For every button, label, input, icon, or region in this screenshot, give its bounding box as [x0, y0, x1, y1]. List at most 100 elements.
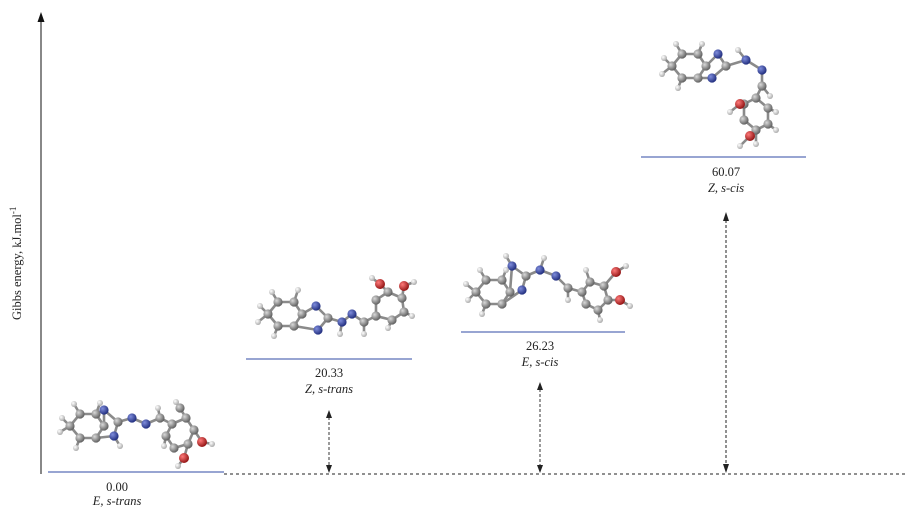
hydrogen-atom — [623, 263, 629, 269]
carbon-atom — [693, 49, 703, 59]
carbon-atom — [75, 409, 85, 419]
hydrogen-atom — [737, 143, 743, 149]
hydrogen-atom — [59, 415, 65, 421]
carbon-atom — [763, 119, 773, 129]
hydrogen-atom — [753, 141, 759, 147]
carbon-atom — [297, 309, 307, 319]
molecule-z-s-trans — [255, 275, 417, 339]
hydrogen-atom — [255, 319, 261, 325]
hydrogen-atom — [271, 333, 277, 339]
y-axis-arrowhead — [37, 12, 45, 22]
carbon-atom — [181, 413, 191, 423]
hydrogen-atom — [209, 441, 215, 447]
nitrogen-atom — [551, 271, 561, 281]
carbon-atom — [189, 425, 199, 435]
oxygen-atom — [611, 267, 621, 277]
hydrogen-atom — [269, 289, 275, 295]
carbon-atom — [161, 431, 171, 441]
hydrogen-atom — [503, 253, 509, 259]
hydrogen-atom — [767, 93, 773, 99]
nitrogen-atom — [99, 405, 109, 415]
hydrogen-atom — [503, 267, 509, 273]
carbon-atom — [383, 287, 393, 297]
carbon-atom — [91, 409, 101, 419]
carbon-atom — [387, 315, 397, 325]
carbon-atom — [169, 443, 179, 453]
hydrogen-atom — [463, 281, 469, 287]
carbon-atom — [289, 321, 299, 331]
carbon-atom — [505, 287, 515, 297]
carbon-atom — [183, 439, 193, 449]
carbon-atom — [739, 115, 749, 125]
carbon-atom — [693, 73, 703, 83]
level-label-z-s-trans: Z, s-trans — [305, 382, 353, 396]
carbon-atom — [577, 287, 587, 297]
molecule-z-s-cis — [659, 41, 779, 149]
oxygen-atom — [179, 453, 189, 463]
hydrogen-atom — [57, 429, 63, 435]
hydrogen-atom — [773, 127, 779, 133]
nitrogen-atom — [127, 413, 137, 423]
hydrogen-atom — [409, 313, 415, 319]
carbon-atom — [763, 103, 773, 113]
carbon-atom — [677, 73, 687, 83]
nitrogen-atom — [713, 49, 723, 59]
nitrogen-atom — [707, 73, 717, 83]
carbon-atom — [751, 93, 761, 103]
molecule-e-s-cis — [463, 253, 633, 323]
nitrogen-atom — [311, 301, 321, 311]
hydrogen-atom — [71, 401, 77, 407]
carbon-atom — [757, 81, 767, 91]
hydrogen-atom — [465, 297, 471, 303]
hydrogen-atom — [659, 71, 665, 77]
carbon-atom — [75, 433, 85, 443]
nitrogen-atom — [535, 265, 545, 275]
hydrogen-atom — [661, 55, 667, 61]
carbon-atom — [273, 297, 283, 307]
carbon-atom — [497, 299, 507, 309]
hydrogen-atom — [257, 303, 263, 309]
carbon-atom — [99, 421, 109, 431]
level-value-0-00: 0.00 — [106, 480, 128, 494]
carbon-atom — [677, 49, 687, 59]
carbon-atom — [603, 295, 613, 305]
hydrogen-atom — [541, 255, 547, 261]
hydrogen-atom — [477, 267, 483, 273]
hydrogen-atom — [411, 279, 417, 285]
hydrogen-atom — [97, 400, 103, 406]
carbon-atom — [481, 275, 491, 285]
carbon-atom — [497, 275, 507, 285]
hydrogen-atom — [675, 85, 681, 91]
carbon-atom — [667, 61, 677, 71]
hydrogen-atom — [175, 463, 181, 469]
energy-arrow-60-07 — [723, 212, 729, 473]
carbon-atom — [593, 305, 603, 315]
oxygen-atom — [197, 437, 207, 447]
hydrogen-atom — [295, 287, 301, 293]
oxygen-atom — [615, 295, 625, 305]
carbon-atom — [323, 313, 333, 323]
hydrogen-atom — [627, 303, 633, 309]
carbon-atom — [289, 297, 299, 307]
carbon-atom — [701, 61, 711, 71]
nitrogen-atom — [517, 285, 527, 295]
hydrogen-atom — [699, 41, 705, 47]
hydrogen-atom — [597, 317, 603, 323]
carbon-atom — [399, 307, 409, 317]
carbon-atom — [273, 321, 283, 331]
carbon-atom — [155, 413, 165, 423]
hydrogen-atom — [155, 405, 161, 411]
carbon-atom — [65, 421, 75, 431]
hydrogen-atom — [583, 267, 589, 273]
hydrogen-atom — [73, 445, 79, 451]
energy-arrow-20-33 — [326, 410, 332, 473]
hydrogen-atom — [173, 399, 179, 405]
level-label-z-s-cis: Z, s-cis — [708, 181, 744, 195]
nitrogen-atom — [141, 419, 151, 429]
carbon-atom — [113, 417, 123, 427]
level-value-26-23: 26.23 — [526, 339, 554, 353]
nitrogen-atom — [757, 65, 767, 75]
hydrogen-atom — [385, 325, 391, 331]
hydrogen-atom — [479, 311, 485, 317]
carbon-atom — [371, 311, 381, 321]
